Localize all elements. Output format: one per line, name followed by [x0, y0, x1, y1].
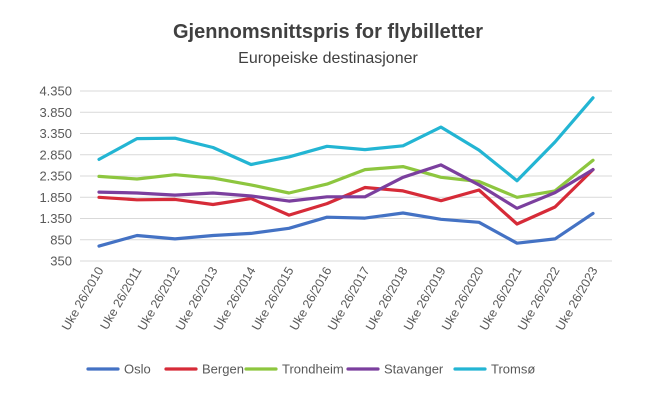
y-tick-label: 4.350 — [39, 84, 72, 99]
legend: Oslo Bergen Trondheim Stavanger Tromsø — [86, 362, 535, 377]
series-line-trondheim — [97, 158, 595, 199]
chart-subtitle: Europeiske destinasjoner — [238, 50, 418, 67]
y-tick-label: 850 — [50, 232, 72, 247]
y-tick-label: 3.350 — [39, 126, 72, 141]
legend-label-bergen: Bergen — [202, 362, 244, 377]
y-axis: 350 850 1.350 1.850 2.350 2.850 3.350 3.850 4.35… — [39, 84, 72, 269]
series-line-stavanger — [97, 163, 595, 210]
y-tick-label: 350 — [50, 254, 72, 269]
legend-label-oslo: Oslo — [124, 362, 151, 377]
legend-label-tromsø: Tromsø — [491, 362, 535, 377]
y-tick-label: 1.850 — [39, 190, 72, 205]
y-tick-label: 1.350 — [39, 211, 72, 226]
y-tick-label: 2.350 — [39, 169, 72, 184]
y-tick-label: 3.850 — [39, 105, 72, 120]
legend-label-stavanger: Stavanger — [384, 362, 444, 377]
y-tick-label: 2.850 — [39, 147, 72, 162]
legend-label-trondheim: Trondheim — [282, 362, 344, 377]
series-line-oslo — [97, 211, 595, 248]
series-lines — [97, 96, 595, 248]
chart-title: Gjennomsnittspris for flybilletter — [173, 21, 483, 43]
series-line-tromsø — [97, 96, 595, 183]
